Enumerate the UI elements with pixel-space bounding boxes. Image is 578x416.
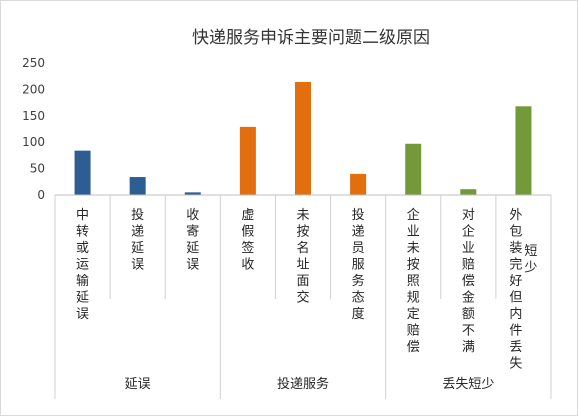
group-label: 丢失短少	[442, 377, 494, 392]
x-axis	[54, 194, 552, 399]
category-label: 外包装完好但内件丢失短少	[509, 208, 537, 372]
category-label: 中转或运输延误	[76, 208, 89, 322]
chart-title: 快递服务申诉主要问题二级原因	[192, 28, 430, 48]
bar	[405, 143, 422, 195]
category-label: 投递延误	[131, 207, 144, 273]
bar	[295, 82, 311, 195]
bars	[74, 82, 532, 195]
category-label: 企业未按照规定赔偿	[407, 207, 420, 355]
category-label: 收寄延误	[186, 208, 199, 273]
group-label: 投递服务	[277, 376, 329, 392]
category-label: 投递员服务态度	[352, 207, 365, 322]
bar	[129, 177, 146, 195]
category-label: 对企业赔偿金额不满	[462, 208, 475, 355]
y-tick-label: 100	[22, 135, 45, 149]
bar	[184, 192, 201, 195]
category-labels: 中转或运输延误 投递延误 收寄延误 虚假签收 未按名址面交 投递员服务态度 企业未按照规定赔…	[76, 207, 537, 372]
group-label: 延误	[125, 377, 151, 392]
y-axis: 0 50 100 150 200 250	[22, 56, 45, 202]
bar	[460, 189, 477, 195]
y-tick-label: 50	[30, 162, 45, 176]
category-label: 未按名址面交	[296, 208, 309, 306]
bar	[515, 106, 532, 195]
y-tick-label: 200	[22, 82, 45, 96]
bar	[239, 126, 256, 195]
bar	[74, 150, 91, 195]
y-tick-label: 150	[22, 109, 45, 123]
category-label: 虚假签收	[241, 208, 254, 273]
bar	[350, 173, 367, 195]
y-tick-label: 250	[22, 56, 45, 70]
y-tick-label: 0	[37, 188, 45, 202]
group-labels: 延误 投递服务 丢失短少	[125, 376, 495, 392]
